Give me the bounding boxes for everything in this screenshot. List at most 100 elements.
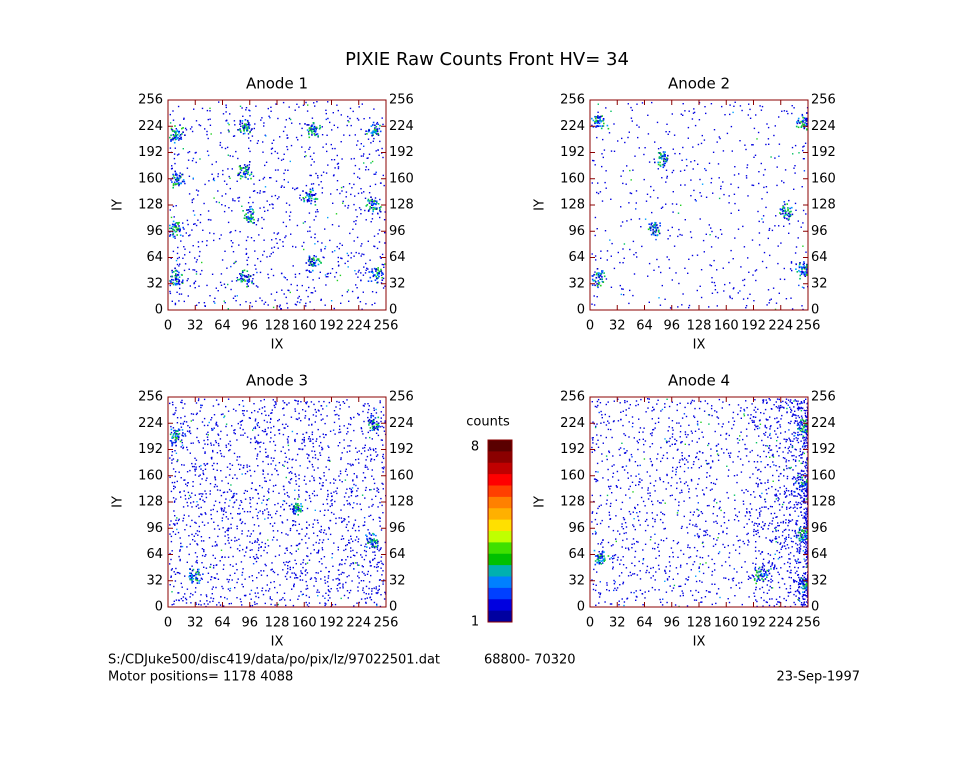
count-pixel	[265, 565, 266, 566]
count-pixel	[607, 495, 608, 496]
count-pixel	[305, 570, 306, 571]
count-pixel	[207, 444, 208, 445]
count-pixel	[317, 467, 318, 468]
count-pixel	[716, 269, 717, 270]
count-pixel	[254, 524, 255, 525]
count-pixel	[186, 232, 187, 233]
count-pixel	[348, 521, 349, 522]
count-pixel	[300, 576, 301, 577]
count-pixel	[311, 237, 312, 238]
count-pixel	[327, 581, 328, 582]
count-pixel	[196, 437, 197, 438]
count-pixel	[180, 537, 181, 538]
count-pixel	[219, 502, 220, 503]
count-pixel	[594, 116, 596, 118]
count-pixel	[172, 568, 173, 569]
count-pixel	[290, 292, 291, 293]
count-pixel	[208, 219, 209, 220]
count-pixel	[255, 540, 256, 541]
count-pixel	[302, 197, 304, 199]
count-pixel	[723, 290, 724, 291]
count-pixel	[170, 122, 171, 123]
count-pixel	[255, 301, 256, 302]
count-pixel	[776, 303, 777, 304]
count-pixel	[182, 600, 183, 601]
count-pixel	[328, 571, 329, 572]
count-pixel	[799, 264, 801, 266]
count-pixel	[315, 421, 316, 422]
count-pixel	[286, 297, 287, 298]
count-pixel	[345, 471, 346, 472]
count-pixel	[246, 216, 248, 218]
count-pixel	[308, 261, 310, 263]
count-pixel	[287, 492, 288, 493]
count-pixel	[317, 589, 318, 590]
count-pixel	[632, 170, 633, 171]
count-pixel	[689, 497, 690, 498]
count-pixel	[690, 231, 691, 232]
count-pixel	[320, 455, 321, 456]
count-pixel	[334, 250, 335, 251]
count-pixel	[253, 403, 254, 404]
count-pixel	[198, 574, 200, 576]
count-pixel	[785, 169, 786, 170]
count-pixel	[262, 407, 263, 408]
count-pixel	[284, 493, 285, 494]
count-pixel	[186, 447, 187, 448]
count-pixel	[796, 126, 798, 128]
count-pixel	[331, 557, 332, 558]
count-pixel	[359, 207, 360, 208]
count-pixel	[662, 285, 663, 286]
colorbar-min: 1	[471, 615, 479, 630]
count-pixel	[804, 272, 806, 274]
count-pixel	[177, 430, 179, 432]
count-pixel	[334, 148, 335, 149]
count-pixel	[185, 128, 186, 129]
count-pixel	[378, 550, 379, 551]
count-pixel	[257, 286, 258, 287]
count-pixel	[377, 282, 379, 284]
count-pixel	[679, 153, 680, 154]
count-pixel	[270, 422, 271, 423]
count-pixel	[261, 413, 262, 414]
count-pixel	[217, 511, 218, 512]
count-pixel	[209, 295, 210, 296]
count-pixel	[199, 493, 200, 494]
count-pixel	[305, 542, 306, 543]
count-pixel	[263, 431, 264, 432]
count-pixel	[179, 519, 180, 520]
count-pixel	[361, 557, 362, 558]
count-pixel	[699, 119, 700, 120]
count-pixel	[231, 425, 232, 426]
count-pixel	[373, 489, 374, 490]
count-pixel	[622, 248, 623, 249]
count-pixel	[344, 425, 345, 426]
count-pixel	[312, 457, 313, 458]
count-pixel	[363, 587, 364, 588]
count-pixel	[256, 561, 257, 562]
count-pixel	[640, 590, 641, 591]
count-pixel	[306, 585, 307, 586]
count-pixel	[173, 185, 175, 187]
count-pixel	[374, 551, 375, 552]
count-pixel	[248, 168, 250, 170]
count-pixel	[245, 473, 246, 474]
count-pixel	[266, 434, 267, 435]
count-pixel	[383, 468, 384, 469]
count-pixel	[288, 436, 289, 437]
count-pixel	[806, 120, 808, 122]
count-pixel	[227, 168, 228, 169]
count-pixel	[200, 274, 201, 275]
count-pixel	[669, 235, 670, 236]
count-pixel	[286, 135, 287, 136]
count-pixel	[213, 598, 214, 599]
count-pixel	[759, 244, 760, 245]
count-pixel	[380, 182, 381, 183]
count-pixel	[788, 520, 789, 521]
count-pixel	[714, 282, 715, 283]
count-pixel	[763, 600, 764, 601]
count-pixel	[275, 465, 276, 466]
count-pixel	[313, 255, 315, 257]
count-pixel	[591, 447, 592, 448]
count-pixel	[795, 252, 796, 253]
